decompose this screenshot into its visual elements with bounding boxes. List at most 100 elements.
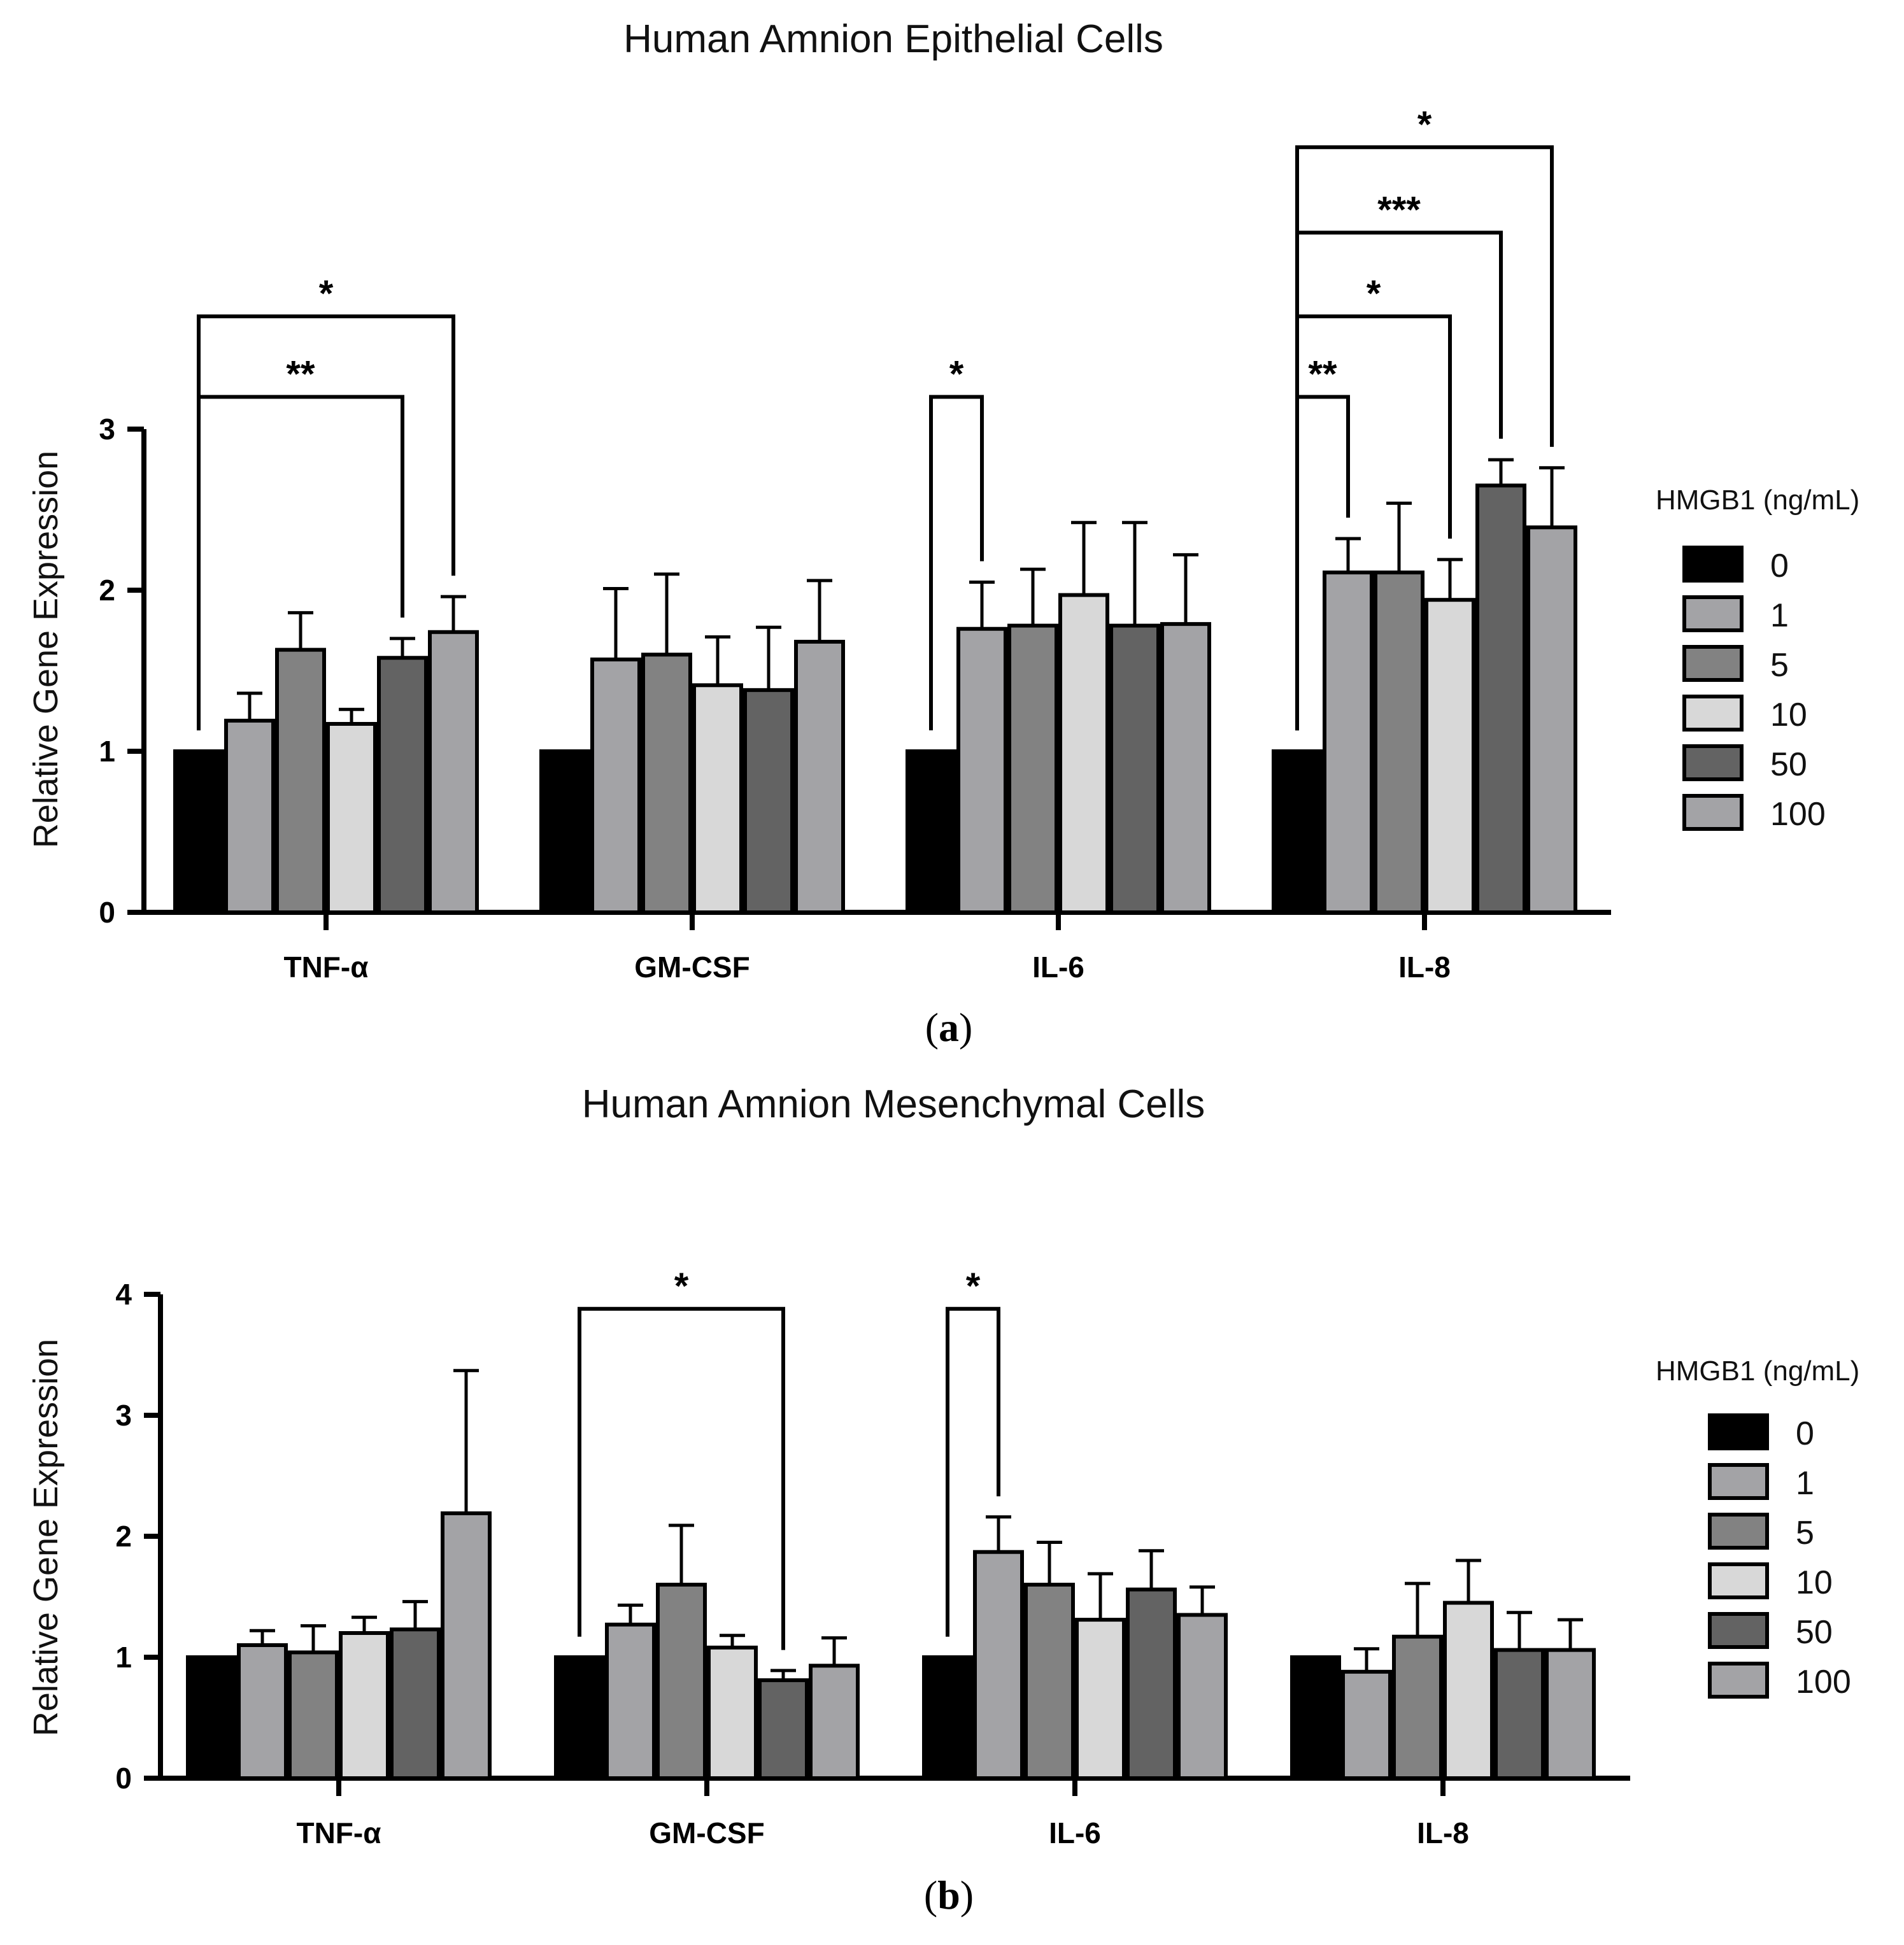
- legend-label-5: 5: [1796, 1515, 1814, 1552]
- bar-TNF-α-10: [339, 1631, 390, 1780]
- bar-TNF-α-5: [275, 647, 326, 914]
- y-tick-label: 2: [99, 574, 115, 607]
- y-tick-label: 1: [99, 735, 115, 768]
- significance-label: *: [674, 1266, 689, 1307]
- bar-TNF-α-50: [390, 1627, 441, 1781]
- x-tick-label: GM-CSF: [649, 1816, 764, 1850]
- chart-title: Human Amnion Epithelial Cells: [623, 17, 1163, 61]
- bar-IL-6-0: [906, 749, 956, 914]
- significance-bracket: [1295, 145, 1554, 731]
- bar-IL-6-100: [1160, 622, 1211, 914]
- bar-IL-6-10: [1075, 1618, 1126, 1781]
- bar-IL-6-100: [1177, 1613, 1228, 1780]
- bar-IL-6-50: [1109, 623, 1160, 914]
- legend-label-0: 0: [1796, 1415, 1814, 1452]
- legend-label-5: 5: [1770, 647, 1789, 684]
- x-tick-label: IL-8: [1417, 1816, 1469, 1850]
- legend-swatch-10: [1682, 695, 1744, 732]
- bar-IL-6-1: [956, 626, 1007, 914]
- legend-label-50: 50: [1770, 746, 1807, 783]
- y-tick-label: 1: [115, 1641, 132, 1674]
- bar-TNF-α-1: [237, 1643, 288, 1780]
- bar-TNF-α-0: [173, 749, 224, 914]
- bar-IL-6-10: [1058, 593, 1109, 915]
- significance-label: ***: [1377, 189, 1421, 230]
- bar-GM-CSF-50: [758, 1678, 809, 1781]
- significance-bracket: [929, 395, 984, 731]
- bar-IL-6-0: [922, 1655, 973, 1780]
- chart-title: Human Amnion Mesenchymal Cells: [582, 1082, 1205, 1126]
- bar-IL-8-5: [1392, 1634, 1443, 1780]
- legend-swatch-1: [1682, 595, 1744, 632]
- bar-GM-CSF-1: [590, 657, 641, 915]
- significance-bracket: [946, 1306, 1000, 1637]
- bar-IL-6-1: [973, 1550, 1024, 1780]
- bar-GM-CSF-5: [656, 1583, 707, 1780]
- legend-swatch-50: [1708, 1612, 1769, 1649]
- bar-IL-6-5: [1024, 1583, 1075, 1780]
- significance-label: **: [1308, 353, 1337, 395]
- bar-IL-8-10: [1443, 1601, 1494, 1780]
- legend-label-0: 0: [1770, 548, 1789, 584]
- bar-TNF-α-100: [441, 1511, 492, 1780]
- significance-label: **: [286, 353, 315, 395]
- bar-TNF-α-50: [377, 656, 428, 914]
- significance-label: *: [966, 1266, 981, 1307]
- significance-bracket: [578, 1306, 785, 1650]
- significance-label: *: [319, 273, 334, 315]
- bar-IL-8-50: [1475, 483, 1526, 914]
- x-tick-label: IL-6: [1032, 951, 1084, 984]
- y-tick-label: 0: [99, 896, 115, 929]
- y-tick-label: 0: [115, 1762, 132, 1795]
- bar-IL-8-1: [1341, 1669, 1392, 1781]
- bar-TNF-α-5: [288, 1650, 339, 1780]
- y-tick-label: 2: [115, 1520, 132, 1553]
- legend-swatch-5: [1682, 645, 1744, 682]
- bar-GM-CSF-100: [794, 639, 845, 915]
- bar-IL-8-5: [1374, 570, 1424, 914]
- bar-IL-8-100: [1526, 525, 1577, 914]
- legend-label-1: 1: [1796, 1465, 1814, 1502]
- bar-GM-CSF-0: [554, 1655, 605, 1780]
- legend-label-10: 10: [1796, 1564, 1833, 1601]
- bar-GM-CSF-100: [809, 1664, 860, 1781]
- bar-TNF-α-0: [186, 1655, 237, 1780]
- legend-title: HMGB1 (ng/mL): [1656, 1355, 1859, 1387]
- x-tick-label: IL-8: [1398, 951, 1451, 984]
- legend-label-100: 100: [1770, 796, 1826, 833]
- chart-panel-a: Human Amnion Epithelial Cells Relative Ge…: [27, 17, 1859, 1050]
- legend-swatch-5: [1708, 1513, 1769, 1550]
- y-axis-label: Relative Gene Expression: [27, 1339, 65, 1736]
- legend-title: HMGB1 (ng/mL): [1656, 484, 1859, 516]
- bar-TNF-α-100: [428, 630, 479, 915]
- legend-label-50: 50: [1796, 1614, 1833, 1651]
- y-tick-label: 3: [115, 1399, 132, 1432]
- bar-IL-8-10: [1424, 598, 1475, 914]
- legend-swatch-100: [1708, 1662, 1769, 1699]
- legend-label-1: 1: [1770, 597, 1789, 634]
- panel-label: (b): [924, 1872, 974, 1918]
- bar-GM-CSF-10: [707, 1645, 758, 1781]
- legend-label-10: 10: [1770, 697, 1807, 733]
- significance-label: *: [1367, 273, 1381, 315]
- legend-swatch-10: [1708, 1562, 1769, 1599]
- x-tick-label: GM-CSF: [634, 951, 750, 984]
- bar-IL-8-50: [1494, 1648, 1545, 1781]
- x-tick-label: TNF-α: [296, 1816, 381, 1850]
- legend-swatch-50: [1682, 744, 1744, 781]
- y-tick-label: 3: [99, 413, 115, 446]
- panel-label: (a): [925, 1005, 973, 1050]
- bar-GM-CSF-50: [743, 688, 794, 914]
- significance-label: *: [1417, 104, 1432, 145]
- bar-TNF-α-10: [326, 721, 377, 914]
- legend-swatch-1: [1708, 1463, 1769, 1500]
- legend-swatch-0: [1708, 1413, 1769, 1450]
- x-tick-label: TNF-α: [283, 951, 368, 984]
- bar-GM-CSF-10: [692, 683, 743, 915]
- y-tick-label: 4: [115, 1278, 132, 1311]
- bar-IL-8-0: [1272, 749, 1323, 914]
- x-tick-label: IL-6: [1049, 1816, 1101, 1850]
- y-axis-label: Relative Gene Expression: [27, 451, 65, 848]
- significance-label: *: [949, 353, 964, 395]
